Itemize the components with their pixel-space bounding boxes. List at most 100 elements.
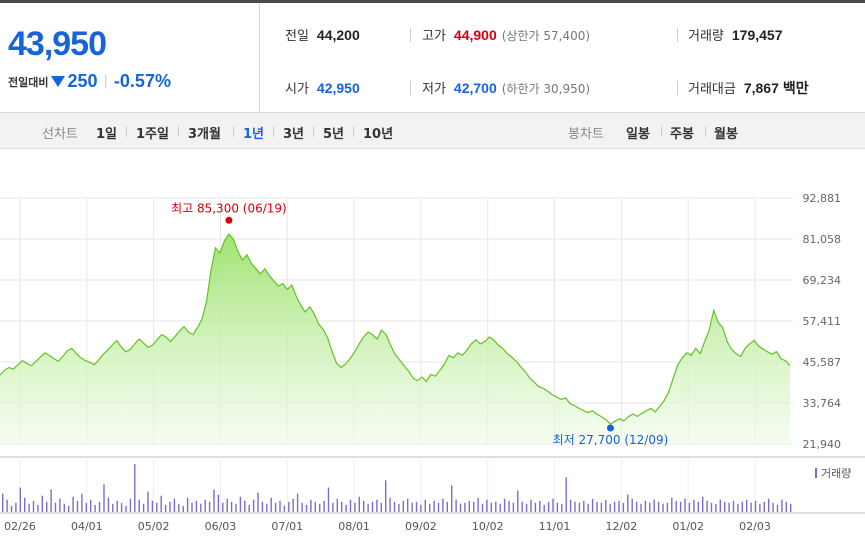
volume-bar xyxy=(499,503,501,512)
volume-bar xyxy=(310,499,312,512)
volume-bar xyxy=(750,502,752,512)
y-tick-label: 45,587 xyxy=(803,356,842,369)
price-line xyxy=(0,233,791,425)
volume-bar xyxy=(349,499,352,512)
x-tick-label: 11/01 xyxy=(539,520,571,533)
tab-1d[interactable]: 1일 xyxy=(96,127,118,142)
tab-10y[interactable]: 10년 xyxy=(363,127,394,142)
volume-bar xyxy=(776,504,779,512)
volume-bar xyxy=(657,501,660,512)
volume-bar xyxy=(635,501,638,512)
tab-3m[interactable]: 3개월 xyxy=(188,127,221,142)
volume-bar xyxy=(464,502,466,512)
volume-bar xyxy=(156,502,158,512)
divider xyxy=(677,28,678,42)
volume-bar xyxy=(534,502,537,512)
y-tick-label: 69,234 xyxy=(803,274,842,287)
volume-bar xyxy=(583,500,585,512)
volume-bar xyxy=(363,500,365,512)
min-marker xyxy=(606,424,614,432)
tab-1y[interactable]: 1년 xyxy=(243,127,265,142)
volume-bar xyxy=(719,499,721,512)
price-panel: 43,950 전일대비 250 | -0.57% xyxy=(0,3,260,113)
divider xyxy=(661,126,662,137)
volume-bar xyxy=(186,497,189,512)
volume-bar xyxy=(459,503,462,512)
volume-bar xyxy=(503,498,506,512)
tab-daily[interactable]: 일봉 xyxy=(626,127,650,142)
volume-bar xyxy=(679,501,682,512)
volume-bar xyxy=(81,493,83,512)
price-area-fill xyxy=(0,234,790,444)
tab-monthly[interactable]: 월봉 xyxy=(714,127,738,142)
volume-bar xyxy=(631,498,633,512)
volume-bar xyxy=(790,503,792,512)
volume-bar xyxy=(217,494,220,512)
tab-weekly[interactable]: 주봉 xyxy=(670,127,694,142)
low-label: 저가 xyxy=(422,82,446,97)
volume-bar xyxy=(693,499,695,512)
volume-legend-label: 거래량 xyxy=(821,467,851,480)
divider xyxy=(677,81,678,95)
volume-bar xyxy=(525,503,528,512)
volume-bar xyxy=(50,489,52,512)
volume-bar xyxy=(72,496,74,512)
volume-bar xyxy=(521,501,523,512)
volume-bar xyxy=(481,503,484,512)
line-chart-label: 선차트 xyxy=(42,127,78,142)
volume-bar xyxy=(296,493,299,512)
divider xyxy=(705,126,706,137)
volume-bar xyxy=(37,504,39,512)
volume-bar xyxy=(76,500,79,512)
volume-bar xyxy=(94,504,96,512)
volume-bar xyxy=(380,502,382,512)
volume-bar xyxy=(213,489,215,512)
volume-bar xyxy=(741,501,743,512)
current-price: 43,950 xyxy=(8,25,107,63)
x-tick-label: 10/02 xyxy=(472,520,504,533)
volume-bar xyxy=(627,494,629,512)
volume-bar xyxy=(248,504,250,512)
volume-bar xyxy=(702,496,704,512)
divider xyxy=(273,126,274,137)
volume-bar xyxy=(191,502,193,512)
volume-bar xyxy=(332,502,334,512)
tab-1w[interactable]: 1주일 xyxy=(136,127,169,142)
divider xyxy=(126,126,127,137)
volume-bar xyxy=(666,502,669,512)
volume-bar xyxy=(178,503,180,512)
volume-bar xyxy=(336,498,338,512)
volume-bar xyxy=(292,498,294,512)
change-rate: -0.57% xyxy=(113,71,171,91)
volume-bar xyxy=(424,499,426,512)
tab-3y[interactable]: 3년 xyxy=(283,127,305,142)
candle-chart-label: 봉차트 xyxy=(568,127,604,142)
volume-bar xyxy=(112,503,114,512)
divider: | xyxy=(103,74,108,89)
volume-bar xyxy=(618,500,620,512)
volume-bar xyxy=(613,501,616,512)
volume-bar xyxy=(697,501,699,512)
tab-5y[interactable]: 5년 xyxy=(323,127,345,142)
volume-bar xyxy=(385,480,387,512)
volume-bar xyxy=(261,501,264,512)
volume-bar xyxy=(230,501,233,512)
volume-bar xyxy=(283,505,286,512)
volume-bar xyxy=(732,500,735,512)
volume-bar xyxy=(653,499,655,512)
volume-bar xyxy=(781,499,783,512)
down-triangle-icon xyxy=(51,76,66,87)
volume-bar xyxy=(640,503,642,512)
volume-bar xyxy=(772,502,774,512)
open-price: 시가 42,950 xyxy=(285,78,360,97)
volume-bar xyxy=(737,503,739,512)
volume-bar xyxy=(468,500,470,512)
prev-close-value: 44,200 xyxy=(316,27,360,43)
volume-bar xyxy=(684,498,686,512)
volume-bar xyxy=(759,503,761,512)
volume-bar xyxy=(59,498,61,512)
divider xyxy=(410,81,411,95)
price-chart-svg: 92,881 81,058 69,234 57,411 45,587 33,764 21,9… xyxy=(0,192,865,533)
change-label: 전일대비 xyxy=(8,75,49,89)
volume-bar xyxy=(63,503,65,512)
